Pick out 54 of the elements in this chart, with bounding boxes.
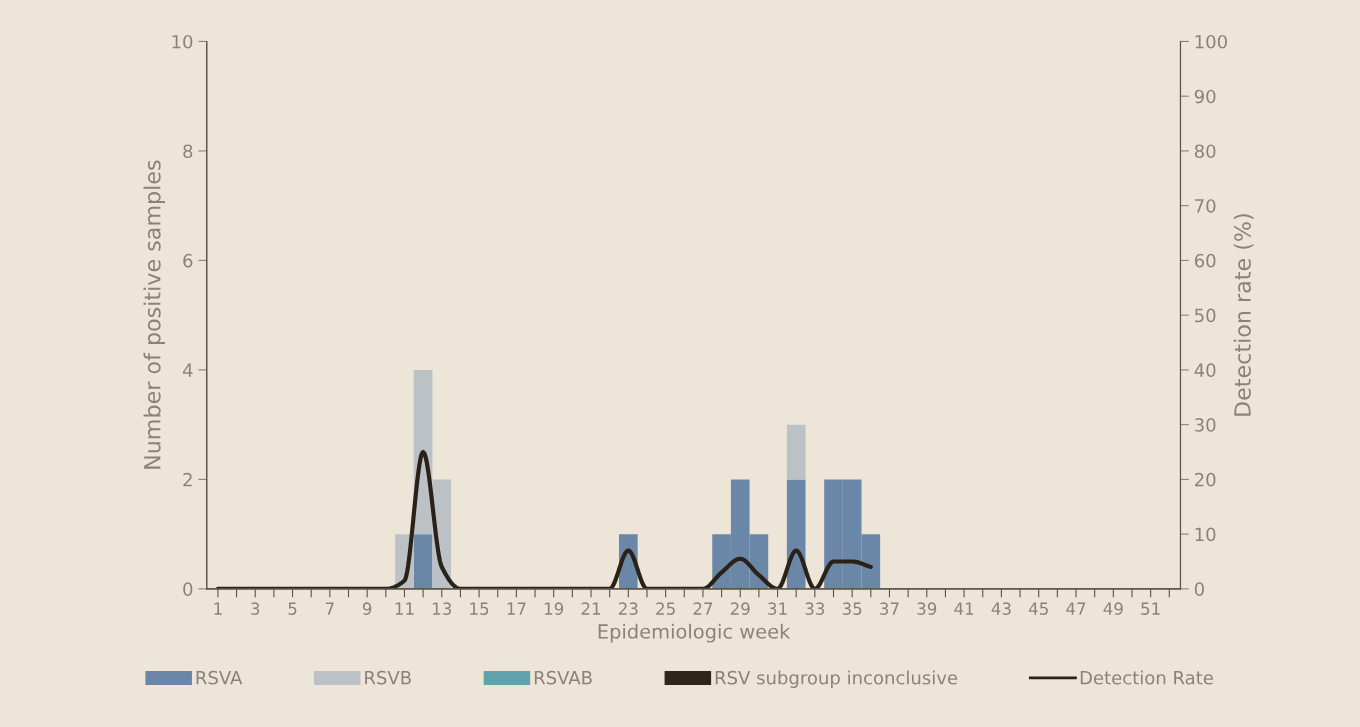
legend-label: RSVA	[196, 670, 243, 685]
legend-label: RSVAB	[534, 670, 592, 685]
y-tick-label: 6	[183, 253, 193, 268]
x-tick-label: 51	[1141, 602, 1160, 615]
y-tick-label: 10	[172, 34, 193, 49]
x-tick-label: 29	[730, 602, 750, 615]
x-axis-title: Epidemiologic week	[598, 623, 791, 643]
y2-tick-label: 90	[1194, 89, 1216, 104]
x-tick-label: 23	[618, 602, 638, 615]
x-tick-label: 27	[693, 602, 713, 615]
y2-tick-label: 20	[1195, 472, 1216, 487]
x-tick-label: 25	[656, 602, 675, 615]
x-tick-label: 19	[544, 602, 564, 615]
x-tick-label: 31	[768, 602, 787, 615]
y2-tick-label: 50	[1195, 308, 1216, 323]
x-tick-label: 5	[288, 602, 297, 615]
x-tick-label: 3	[251, 602, 260, 615]
bar	[413, 534, 433, 589]
y2-tick-label: 40	[1194, 363, 1216, 378]
y2-tick-label: 70	[1195, 199, 1216, 213]
bar	[786, 479, 806, 589]
x-tick-label: 43	[991, 602, 1011, 615]
y2-axis-title: Detection rate (%)	[1233, 214, 1254, 416]
y2-tick-label: 60	[1194, 253, 1216, 268]
x-tick-label: 33	[805, 602, 825, 615]
x-tick-label: 17	[507, 602, 526, 615]
legend-label: Detection Rate	[1080, 670, 1213, 685]
y-tick-label: 4	[182, 363, 193, 377]
x-tick-label: 49	[1103, 602, 1123, 615]
y-tick-label: 2	[183, 472, 192, 487]
x-tick-label: 1	[214, 602, 222, 615]
x-tick-label: 39	[917, 602, 937, 615]
y-tick-label: 8	[183, 144, 193, 159]
x-tick-label: 7	[325, 602, 334, 615]
bar	[786, 424, 806, 480]
x-tick-label: 41	[954, 602, 974, 615]
x-tick-label: 35	[842, 602, 862, 615]
legend-label: RSV subgroup inconclusive	[715, 670, 958, 689]
x-tick-label: 9	[362, 602, 372, 615]
y2-tick-label: 30	[1195, 418, 1216, 432]
y2-tick-label: 10	[1195, 527, 1216, 542]
y2-tick-label: 100	[1195, 34, 1227, 49]
y-tick-label: 0	[183, 582, 193, 596]
x-tick-label: 11	[395, 602, 414, 615]
legend-label: RSVB	[365, 670, 411, 685]
y2-tick-label: 0	[1194, 582, 1204, 596]
y-axis-title: Number of positive samples	[143, 160, 165, 469]
x-tick-label: 37	[880, 602, 899, 615]
x-tick-label: 13	[432, 602, 452, 615]
x-tick-label: 21	[581, 602, 601, 615]
x-tick-label: 15	[470, 602, 489, 615]
y2-tick-label: 80	[1194, 144, 1216, 159]
x-tick-label: 45	[1028, 602, 1048, 615]
x-tick-label: 47	[1066, 602, 1086, 615]
